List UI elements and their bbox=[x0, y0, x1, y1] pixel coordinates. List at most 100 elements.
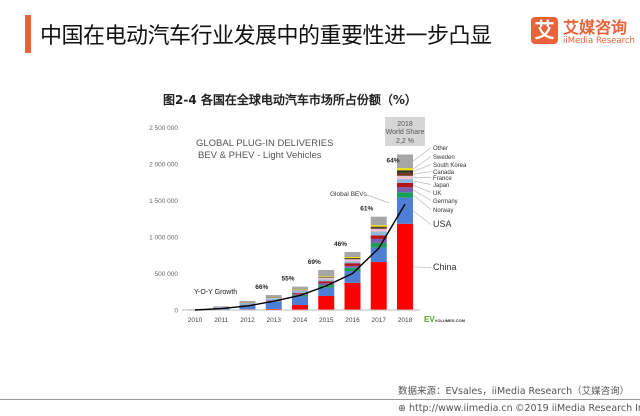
bar-segment-usa bbox=[370, 247, 387, 263]
x-tick-label: 2017 bbox=[372, 317, 387, 324]
world-share-line3: 2,2 % bbox=[396, 138, 414, 145]
x-tick-label: 2012 bbox=[240, 317, 255, 324]
bar-segment-china bbox=[265, 308, 282, 310]
legend-leader bbox=[412, 266, 432, 268]
legend-label-canada: Canada bbox=[433, 170, 455, 176]
bar-segment-sweden bbox=[318, 276, 335, 278]
y-tick-label: 1 000 000 bbox=[149, 235, 178, 242]
bar-segment-uk bbox=[292, 293, 308, 295]
bar-segment-usa bbox=[239, 305, 256, 310]
legend-label-uk: UK bbox=[433, 191, 441, 197]
bar-segment-uk bbox=[318, 281, 335, 284]
bar-segment-usa bbox=[397, 197, 413, 224]
bar-segment-other bbox=[292, 286, 308, 290]
bar-segment-usa bbox=[292, 296, 308, 306]
legend-label-other: Other bbox=[433, 146, 448, 152]
bar-segment-france bbox=[265, 297, 282, 299]
data-source: 数据来源：EVsales，iiMedia Research（艾媒咨询） bbox=[398, 386, 630, 397]
bar-segment-germany bbox=[397, 187, 413, 193]
bar-segment-france bbox=[318, 277, 335, 280]
growth-label: 61% bbox=[360, 206, 373, 213]
bar-segment-china bbox=[292, 305, 308, 310]
world-share-line2: World Share bbox=[386, 129, 425, 136]
y-tick-label: 0 bbox=[174, 308, 178, 315]
legend-label-germany: Germany bbox=[433, 199, 458, 205]
bar-segment-germany bbox=[318, 283, 335, 286]
x-tick-label: 2013 bbox=[267, 317, 282, 324]
growth-label: 64% bbox=[386, 158, 399, 165]
bar-segment-sweden bbox=[344, 257, 361, 258]
bar-segment-norway bbox=[397, 192, 413, 198]
bar-segment-japan bbox=[344, 261, 361, 264]
x-tick-label: 2015 bbox=[319, 317, 334, 324]
global-bevs-label: Global BEVs bbox=[330, 191, 368, 198]
bar-segment-other bbox=[265, 295, 282, 298]
bar-segment-france bbox=[397, 175, 413, 180]
bar-segment-france bbox=[344, 259, 361, 262]
bar-segment-usa bbox=[344, 271, 361, 283]
bar-segment-sweden bbox=[397, 168, 413, 171]
bar-segment-south-korea bbox=[370, 226, 387, 228]
growth-label: 66% bbox=[255, 284, 268, 291]
bar-segment-japan bbox=[370, 231, 387, 236]
growth-label: 46% bbox=[334, 241, 347, 248]
iimedia-logo-en: iiMedia Research bbox=[563, 36, 635, 46]
footer-url-text: http://www.iimedia.cn bbox=[408, 403, 513, 414]
bar-segment-uk bbox=[344, 263, 361, 266]
y-tick-label: 1 500 000 bbox=[149, 198, 178, 205]
iimedia-logo-mark: 艾 bbox=[531, 17, 558, 44]
bar-segment-canada bbox=[318, 277, 335, 278]
legend-label-china: China bbox=[433, 262, 457, 272]
legend-leader bbox=[412, 194, 432, 210]
bar-segment-china bbox=[318, 295, 335, 310]
chart-inner-subtitle: BEV & PHEV - Light Vehicles bbox=[198, 150, 322, 161]
bar-segment-canada bbox=[397, 172, 413, 176]
bar-segment-norway bbox=[344, 267, 361, 272]
bar-segment-china bbox=[370, 262, 387, 310]
y-tick-label: 500 000 bbox=[155, 271, 179, 278]
bar-segment-china bbox=[397, 223, 413, 310]
bar-segment-south-korea bbox=[397, 170, 413, 173]
legend-label-south-korea: South Korea bbox=[433, 163, 467, 169]
bar-segment-china bbox=[344, 282, 361, 310]
growth-label: 69% bbox=[308, 259, 321, 266]
legend-leader bbox=[412, 184, 432, 193]
bar-segment-france bbox=[370, 228, 387, 232]
legend-leader bbox=[412, 156, 432, 170]
bar-segment-uk bbox=[397, 182, 413, 188]
iimedia-logo-cn: 艾媒咨询 bbox=[563, 18, 628, 37]
world-share-line1: 2018 bbox=[397, 121, 413, 128]
footer-url[interactable]: ⊕ http://www.iimedia.cn bbox=[398, 403, 513, 414]
bar-segment-germany bbox=[344, 265, 361, 268]
bar-segment-canada bbox=[344, 258, 361, 260]
legend-label-sweden: Sweden bbox=[433, 155, 455, 161]
bar-segment-japan bbox=[318, 279, 335, 282]
bar-segment-other bbox=[370, 216, 387, 226]
bar-segment-norway bbox=[370, 242, 387, 248]
x-tick-label: 2014 bbox=[293, 317, 308, 324]
bar-segment-sweden bbox=[370, 225, 387, 227]
legend-leader bbox=[412, 171, 432, 175]
global-bevs-leader bbox=[361, 192, 390, 204]
bar-segment-other bbox=[344, 251, 361, 258]
evvolumes-logo: EVVOLUMES.COM bbox=[424, 315, 466, 324]
bar-segment-france bbox=[292, 290, 308, 291]
legend-label-norway: Norway bbox=[433, 208, 453, 214]
bar-segment-japan bbox=[239, 302, 256, 305]
legend-leader bbox=[412, 189, 432, 201]
bar-segment-japan bbox=[292, 290, 308, 294]
legend-leader bbox=[412, 180, 432, 185]
chart-inner-title: GLOBAL PLUG-IN DELIVERIES bbox=[196, 138, 333, 149]
figure-title: 图2-4 各国在全球电动汽车市场所占份额（%） bbox=[163, 93, 417, 107]
bar-segment-japan bbox=[213, 307, 230, 308]
growth-label: 55% bbox=[281, 276, 294, 283]
legend-leader bbox=[412, 210, 432, 225]
y-tick-label: 2 500 000 bbox=[149, 125, 178, 132]
bar-segment-other bbox=[318, 269, 335, 277]
footer-divider bbox=[0, 399, 640, 400]
bar-segment-uk bbox=[370, 235, 387, 239]
legend-leader bbox=[412, 147, 432, 162]
growth-caption: Y-O-Y Growth bbox=[194, 289, 237, 296]
legend-leader bbox=[412, 164, 432, 172]
